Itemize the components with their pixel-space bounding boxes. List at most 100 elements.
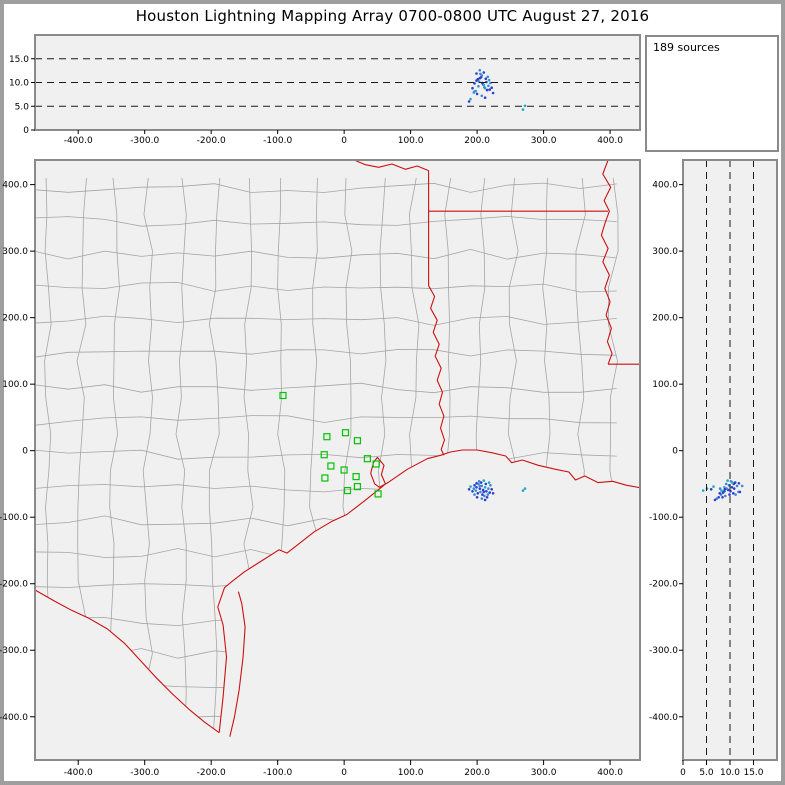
lightning-source-point xyxy=(469,97,472,101)
lightning-source-point xyxy=(485,496,489,499)
lightning-source-point xyxy=(715,497,719,500)
lightning-source-point xyxy=(738,490,742,494)
tick-label: 400.0 xyxy=(597,768,623,778)
tick-label: 0 xyxy=(680,768,686,778)
lma-station-marker xyxy=(353,437,361,445)
lightning-source-point xyxy=(713,498,717,502)
lightning-source-point xyxy=(472,487,476,490)
tick-label: -200.0 xyxy=(649,580,678,590)
tick-label: 400.0 xyxy=(652,181,678,191)
lma-station-marker xyxy=(374,490,382,498)
lma-station-marker xyxy=(320,451,328,459)
lightning-source-point xyxy=(471,490,474,493)
lightning-source-point xyxy=(478,484,482,488)
lightning-source-point xyxy=(720,489,723,492)
lightning-source-point xyxy=(487,84,490,88)
lightning-source-point xyxy=(475,496,479,499)
lightning-source-point xyxy=(487,78,491,82)
lma-station-marker xyxy=(372,460,380,468)
tick-label: 0 xyxy=(23,126,29,136)
lma-station-marker xyxy=(363,455,371,463)
county-line xyxy=(35,215,617,227)
lightning-source-point xyxy=(479,76,483,79)
lightning-source-point xyxy=(718,492,721,495)
lightning-source-point xyxy=(732,487,736,490)
altitude-ns-panel: 400.0 300.0 200.0 100.0 0 -100.0 -200.0 -300.0 -… xyxy=(649,159,778,778)
tick-label: 100.0 xyxy=(2,380,28,390)
lightning-source-point xyxy=(480,94,484,98)
lma-station-marker xyxy=(323,433,331,441)
lightning-source-point xyxy=(523,487,527,490)
lightning-source-point xyxy=(477,85,480,88)
lightning-source-point xyxy=(479,72,482,76)
county-line xyxy=(175,177,187,733)
tick-label: 0 xyxy=(341,136,347,146)
state-border-line xyxy=(217,449,640,733)
lightning-source-point xyxy=(491,492,495,495)
county-line xyxy=(35,415,617,426)
tick-label: 100.0 xyxy=(398,768,424,778)
lightning-source-point xyxy=(481,493,484,496)
tick-label: -300.0 xyxy=(130,136,159,146)
lightning-source-point xyxy=(488,491,492,494)
lightning-source-point xyxy=(471,86,474,90)
lightning-source-point xyxy=(521,489,525,492)
tick-label: -100.0 xyxy=(0,513,28,523)
tick-label: 0 xyxy=(672,447,678,457)
lightning-source-point xyxy=(473,493,476,496)
tick-label: -100.0 xyxy=(649,513,678,523)
lma-station-marker xyxy=(279,391,287,400)
lightning-source-point xyxy=(484,482,488,486)
lma-station-marker xyxy=(341,429,350,437)
lightning-source-point xyxy=(709,488,713,491)
lightning-source-point xyxy=(721,496,724,499)
state-border-line xyxy=(428,285,446,456)
county-line xyxy=(35,349,617,358)
lightning-source-point xyxy=(480,497,484,500)
lightning-source-point xyxy=(701,489,705,492)
lightning-source-point xyxy=(723,486,726,489)
lightning-source-point xyxy=(734,493,737,496)
tick-label: -100.0 xyxy=(263,136,292,146)
tick-label: -400.0 xyxy=(0,713,28,723)
lightning-source-point xyxy=(731,481,734,484)
lightning-source-point xyxy=(732,492,735,495)
state-border-line xyxy=(35,589,220,734)
tick-label: -400.0 xyxy=(649,713,678,723)
lightning-source-point xyxy=(726,479,729,482)
tick-label: 300.0 xyxy=(2,247,28,257)
lightning-source-point xyxy=(481,488,485,492)
lightning-source-point xyxy=(476,77,480,81)
tick-label: -200.0 xyxy=(197,768,226,778)
tick-label: 400.0 xyxy=(597,136,623,146)
lightning-source-point xyxy=(476,492,480,495)
tick-label: 100.0 xyxy=(398,136,424,146)
tick-label: 10.0 xyxy=(720,768,740,778)
lightning-source-point xyxy=(712,485,715,488)
lightning-source-point xyxy=(473,90,476,93)
lightning-source-point xyxy=(484,77,488,80)
tick-label: 400.0 xyxy=(2,181,28,191)
tick-label: -300.0 xyxy=(649,646,678,656)
lightning-source-point xyxy=(475,482,478,485)
lightning-source-point xyxy=(717,496,720,499)
lightning-source-point xyxy=(728,493,731,496)
tick-label: 15.0 xyxy=(9,55,29,65)
lightning-source-point xyxy=(474,489,478,492)
county-line xyxy=(35,382,617,394)
tick-label: -400.0 xyxy=(64,136,93,146)
panel-frame xyxy=(34,159,641,761)
lightning-source-point xyxy=(473,484,476,487)
state-border-line xyxy=(600,160,613,365)
lightning-source-point xyxy=(724,482,728,486)
tick-label: 100.0 xyxy=(652,380,678,390)
tick-label: -200.0 xyxy=(197,136,226,146)
lightning-source-point xyxy=(485,88,489,92)
lma-station-marker xyxy=(327,462,335,470)
tick-label: 300.0 xyxy=(652,247,678,257)
tick-label: -100.0 xyxy=(263,768,292,778)
lightning-source-point xyxy=(486,493,490,496)
state-border-line xyxy=(229,591,246,737)
lightning-source-point xyxy=(487,481,491,484)
